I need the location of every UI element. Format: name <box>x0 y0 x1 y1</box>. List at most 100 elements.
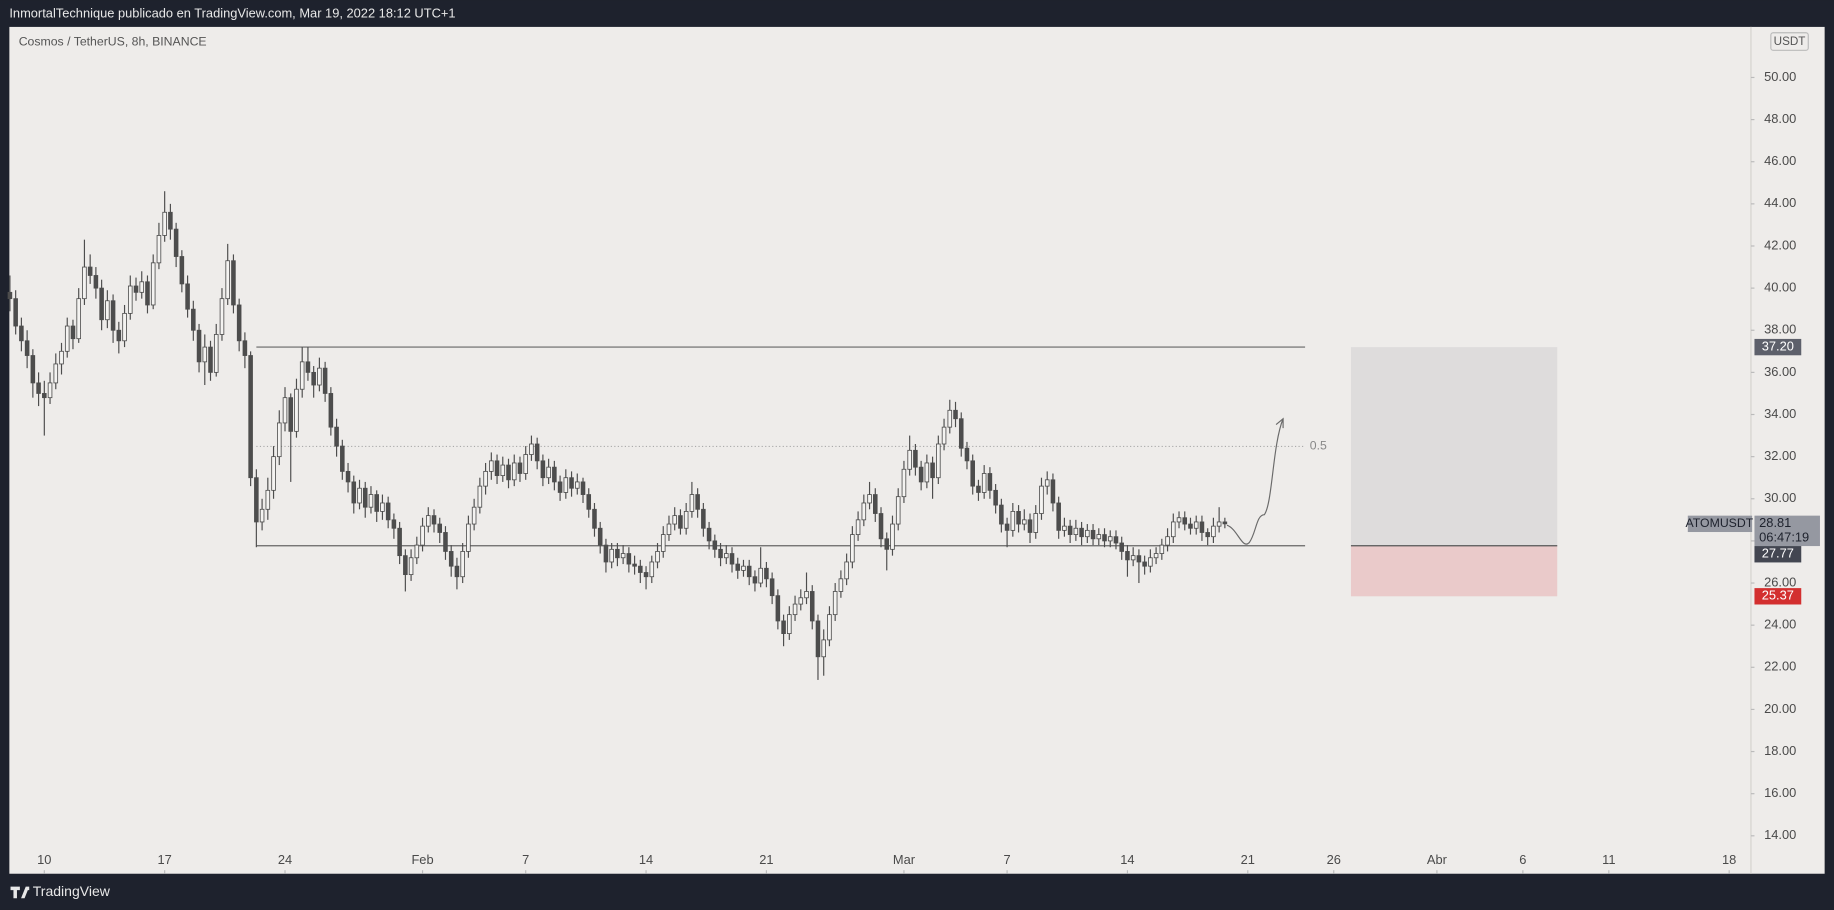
candle-body <box>460 551 465 578</box>
candle-body <box>586 494 592 510</box>
candle-body <box>317 367 322 386</box>
candle-body <box>890 523 895 550</box>
footer-brand: TradingView <box>33 883 111 899</box>
candle-body <box>328 393 334 428</box>
candle-body <box>741 565 746 571</box>
y-tick-label: 42.00 <box>1764 237 1796 252</box>
candle-body <box>53 363 59 384</box>
candle-body <box>437 523 443 533</box>
candle-body <box>1079 527 1084 538</box>
x-tick-label: 24 <box>278 852 292 867</box>
candle-body <box>208 346 213 373</box>
candle-body <box>362 487 368 508</box>
candle-body <box>941 426 947 445</box>
candle-body <box>580 481 586 495</box>
candle-body <box>603 544 609 563</box>
y-tick-label: 44.00 <box>1764 195 1796 210</box>
y-tick-label: 14.00 <box>1764 827 1796 842</box>
logo-icon <box>10 886 30 899</box>
y-tick-label: 26.00 <box>1764 574 1796 589</box>
candle-body <box>798 597 804 605</box>
candle-body <box>162 211 167 236</box>
candle-body <box>93 275 99 289</box>
candle-body <box>357 487 362 504</box>
candle-body <box>1182 517 1188 525</box>
x-tick-label: Mar <box>893 852 916 867</box>
candle-body <box>506 464 511 481</box>
candle-body <box>385 502 391 521</box>
candle-body <box>517 462 523 474</box>
candle-body <box>1107 536 1113 542</box>
candle-body <box>724 553 729 559</box>
candle-body <box>964 447 970 462</box>
candle-body <box>1136 555 1142 563</box>
candle-body <box>844 561 849 580</box>
candle-body <box>827 614 832 641</box>
y-tick-label: 32.00 <box>1764 448 1796 463</box>
candle-body <box>1016 511 1021 525</box>
candle-body <box>712 540 718 550</box>
candle-body <box>1085 529 1090 538</box>
candle-body <box>976 485 981 493</box>
candle-body <box>1039 485 1044 514</box>
candle-body <box>202 346 208 363</box>
candle-body <box>632 563 637 567</box>
candle-body <box>242 340 248 356</box>
projection-curve <box>1226 418 1284 545</box>
fib-label: 0.5 <box>1310 439 1327 453</box>
candle-body <box>1004 523 1010 531</box>
candle-body <box>557 481 563 493</box>
candle-body <box>219 298 225 335</box>
candle-body <box>746 565 752 578</box>
candle-body <box>294 388 299 432</box>
candle-body <box>276 422 282 458</box>
currency-box <box>1770 32 1809 51</box>
candle-body <box>259 508 265 523</box>
candle-body <box>1022 519 1027 525</box>
candle-body <box>24 340 30 356</box>
candle-body <box>660 534 666 552</box>
entry-price-box <box>1754 546 1802 563</box>
candle-body <box>809 591 815 622</box>
candle-body <box>804 591 809 599</box>
y-tick-label: 48.00 <box>1764 111 1796 126</box>
candle-body <box>867 494 872 504</box>
candle-body <box>523 454 528 474</box>
candle-body <box>1096 534 1102 540</box>
candle-body <box>1130 555 1136 561</box>
candle-body <box>1056 502 1061 531</box>
candle-body <box>59 350 64 365</box>
candle-body <box>305 361 311 373</box>
currency-label: USDT <box>1774 35 1806 48</box>
candle-body <box>913 449 918 468</box>
header-text: InmortalTechnique publicado en TradingVi… <box>9 5 455 20</box>
candle-body <box>425 515 431 527</box>
candle-body <box>168 211 173 230</box>
candle-body <box>64 325 70 352</box>
candle-body <box>70 325 76 340</box>
candle-body <box>689 494 695 512</box>
candle-body <box>609 548 614 563</box>
candle-body <box>678 515 683 529</box>
candle-body <box>901 468 907 498</box>
candle-body <box>769 578 775 597</box>
candle-body <box>615 548 620 559</box>
candle-body <box>821 639 826 658</box>
candle-body <box>1193 521 1199 529</box>
candle-body <box>706 527 712 542</box>
candle-body <box>483 470 488 487</box>
y-tick-label: 16.00 <box>1764 785 1796 800</box>
candle-body <box>1102 534 1107 542</box>
candle-body <box>729 553 735 565</box>
candle-body <box>895 496 901 525</box>
candle-body <box>19 325 24 342</box>
candle-body <box>1205 532 1210 538</box>
candle-body <box>494 460 500 477</box>
candle-body <box>340 445 345 472</box>
candle-body <box>122 312 127 342</box>
symbol-box <box>1687 515 1753 533</box>
candle-body <box>993 489 998 506</box>
candle-body <box>695 494 700 510</box>
candle-body <box>1171 521 1176 538</box>
